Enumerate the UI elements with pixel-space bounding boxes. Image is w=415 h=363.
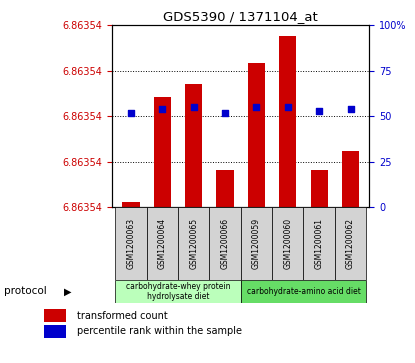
Bar: [185, 84, 202, 207]
Text: percentile rank within the sample: percentile rank within the sample: [77, 326, 242, 336]
Bar: [310, 170, 328, 207]
Text: GSM1200066: GSM1200066: [220, 218, 229, 269]
Bar: [44, 325, 66, 338]
Text: GSM1200059: GSM1200059: [252, 218, 261, 269]
Bar: [279, 36, 296, 207]
Bar: [216, 170, 234, 207]
Text: GSM1200060: GSM1200060: [283, 218, 292, 269]
Bar: [115, 207, 146, 280]
Point: [222, 110, 228, 115]
Text: carbohydrate-whey protein
hydrolysate diet: carbohydrate-whey protein hydrolysate di…: [126, 282, 230, 301]
Bar: [209, 207, 241, 280]
Bar: [178, 207, 209, 280]
Text: carbohydrate-amino acid diet: carbohydrate-amino acid diet: [247, 287, 360, 296]
Point: [253, 104, 260, 110]
Text: GSM1200064: GSM1200064: [158, 218, 167, 269]
Bar: [303, 207, 335, 280]
Text: GSM1200061: GSM1200061: [315, 218, 324, 269]
Text: transformed count: transformed count: [77, 311, 168, 321]
Bar: [241, 280, 366, 303]
Bar: [248, 63, 265, 207]
Point: [190, 104, 197, 110]
Text: GSM1200065: GSM1200065: [189, 218, 198, 269]
Bar: [272, 207, 303, 280]
Bar: [335, 207, 366, 280]
Text: protocol: protocol: [4, 286, 47, 296]
Point: [127, 110, 134, 115]
Text: GSM1200062: GSM1200062: [346, 218, 355, 269]
Bar: [146, 207, 178, 280]
Bar: [241, 207, 272, 280]
Bar: [154, 98, 171, 207]
Bar: [342, 151, 359, 207]
Bar: [115, 280, 241, 303]
Text: ▶: ▶: [64, 286, 72, 296]
Point: [284, 104, 291, 110]
Title: GDS5390 / 1371104_at: GDS5390 / 1371104_at: [164, 10, 318, 23]
Point: [159, 106, 166, 112]
Point: [316, 108, 322, 114]
Text: GSM1200063: GSM1200063: [127, 218, 135, 269]
Bar: [44, 309, 66, 322]
Point: [347, 106, 354, 112]
Bar: [122, 201, 139, 207]
